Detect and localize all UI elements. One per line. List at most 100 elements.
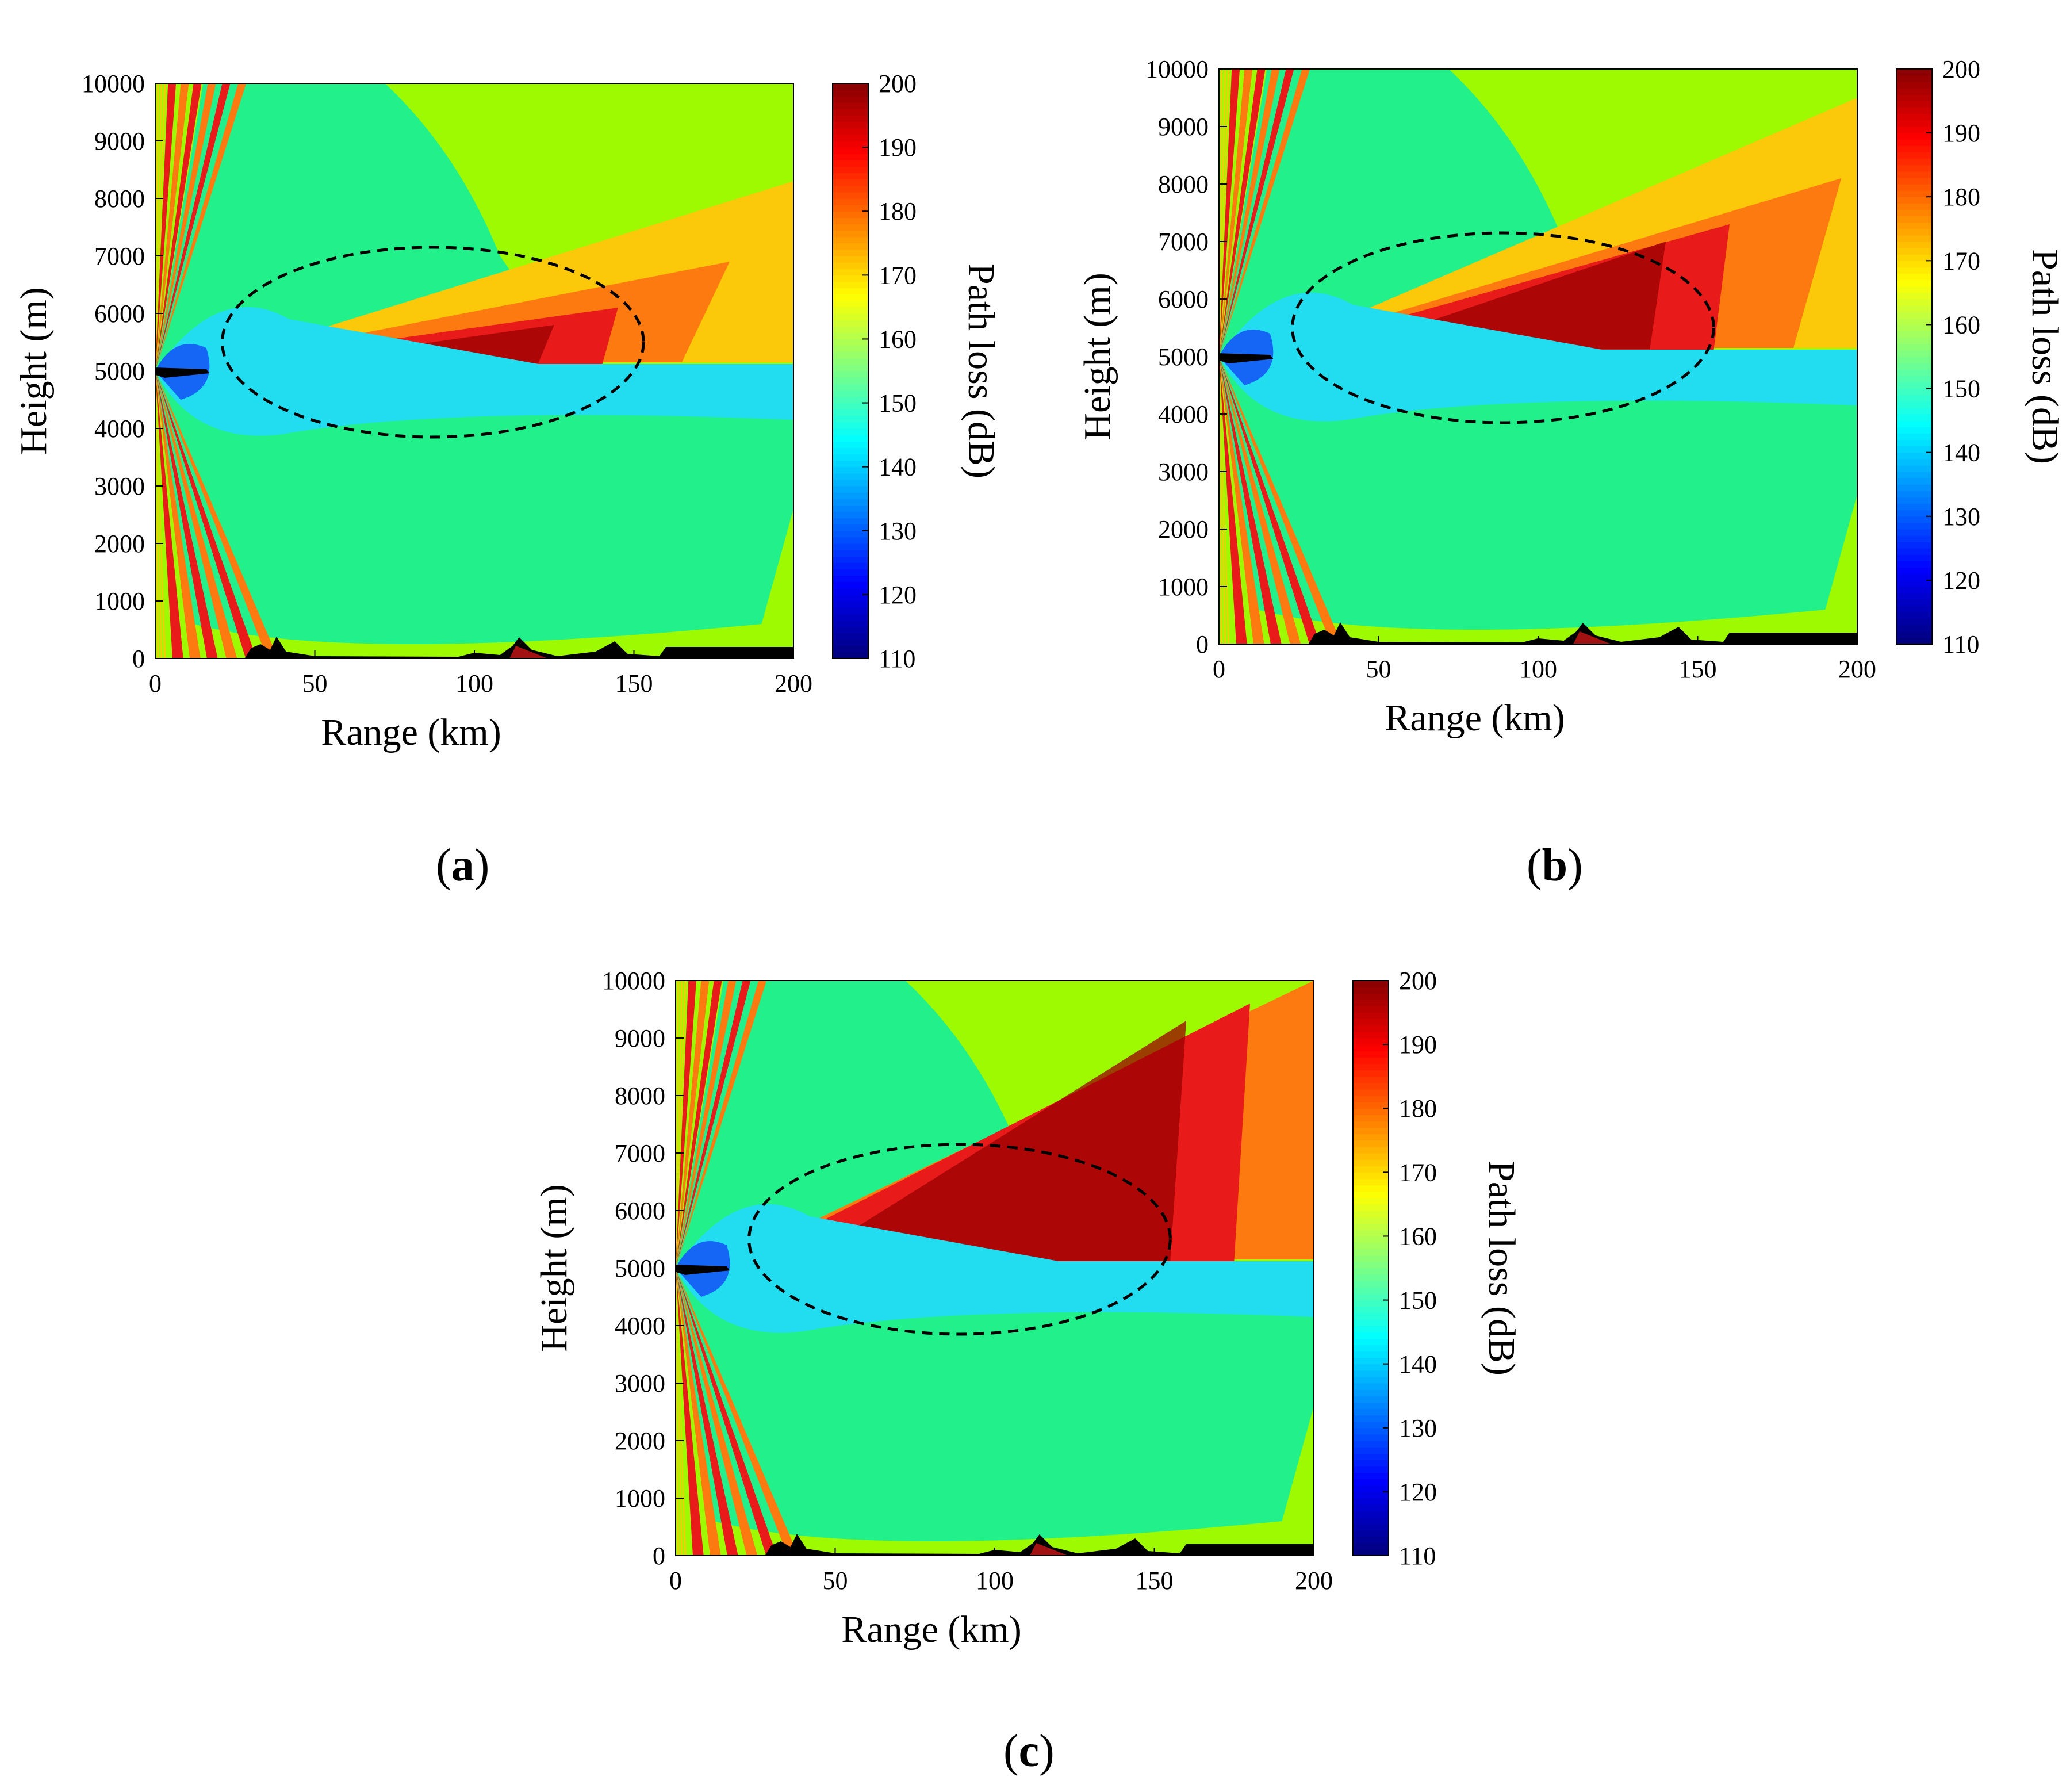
colorbar-swatch <box>833 211 868 218</box>
chart-panel-b: 0 50 100 150 200 0 1000 2000 3000 4000 5000 6000 700… <box>1064 43 2070 762</box>
colorbar-swatch <box>1896 242 1932 248</box>
colorbar-swatch <box>1353 1421 1389 1429</box>
colorbar-swatch <box>1353 1281 1389 1288</box>
colorbar-swatch <box>833 524 868 531</box>
colorbar-swatch <box>1353 1230 1389 1237</box>
x-tick-label: 150 <box>1136 1567 1174 1595</box>
colorbar-swatch <box>833 313 868 320</box>
colorbar-swatch <box>1896 388 1932 396</box>
lower-stripe <box>1219 357 1342 644</box>
colorbar-swatch <box>1353 1261 1389 1269</box>
colorbar-swatch <box>1896 279 1932 287</box>
highlight-ellipse <box>221 246 645 439</box>
near-cyan-region <box>1219 292 1857 422</box>
colorbar-swatch <box>833 384 868 390</box>
lower-stripe <box>676 1268 758 1556</box>
colorbar-swatch <box>1896 510 1932 517</box>
colorbar-tick-label: 180 <box>879 197 917 225</box>
source-platform <box>676 1265 730 1275</box>
colorbar-swatch <box>1896 529 1932 536</box>
colorbar-swatch <box>1896 145 1932 153</box>
colorbar-swatch <box>1353 1453 1389 1460</box>
colorbar-swatch <box>1896 446 1932 453</box>
y-tick-label: 7000 <box>94 242 145 270</box>
colorbar-swatch <box>833 626 868 634</box>
colorbar-swatch <box>833 403 868 410</box>
colorbar-swatch <box>1353 1274 1389 1281</box>
near-cyan-region <box>676 1204 1314 1333</box>
colorbar-swatch <box>1353 1197 1389 1205</box>
colorbar-swatch <box>833 185 868 193</box>
y-tick-label: 3000 <box>94 472 145 500</box>
colorbar-swatch <box>1896 273 1932 281</box>
colorbar-swatch <box>1353 1108 1389 1115</box>
lower-stripe <box>676 1268 687 1556</box>
lower-lobe <box>676 1268 1314 1541</box>
colorbar-swatch <box>833 83 868 90</box>
colorbar-swatch <box>1896 587 1932 593</box>
colorbar-tick-label: 110 <box>879 645 915 673</box>
colorbar-swatch <box>1353 1427 1389 1435</box>
colorbar-tick-label: 130 <box>879 517 917 545</box>
colorbar-swatch <box>833 243 868 250</box>
colorbar-swatch <box>1353 1376 1389 1384</box>
y-tick-label: 9000 <box>94 127 145 155</box>
colorbar-swatch <box>1353 1217 1389 1224</box>
colorbar-swatch <box>1896 261 1932 268</box>
colorbar-swatch <box>1353 1249 1389 1256</box>
colorbar-swatch <box>1353 1236 1389 1243</box>
colorbar-swatch <box>1896 542 1932 549</box>
colorbar-swatch <box>1896 484 1932 491</box>
colorbar-swatch <box>833 192 868 199</box>
chart-panel-a: 0 50 100 150 200 0 1000 2000 3000 4000 5000 6000 700… <box>0 58 1035 776</box>
x-tick-label: 0 <box>149 669 162 698</box>
colorbar-swatch <box>1353 1204 1389 1211</box>
colorbar-swatch <box>1353 1332 1389 1339</box>
y-tick-label: 10000 <box>82 70 145 98</box>
lower-stripe <box>1219 357 1247 644</box>
colorbar-swatch <box>833 492 868 499</box>
colorbar-swatch <box>833 396 868 404</box>
colorbar-swatch <box>1353 1255 1389 1262</box>
colorbar-swatch <box>1896 267 1932 274</box>
colorbar-swatch <box>1353 1070 1389 1077</box>
colorbar-swatch <box>1896 209 1932 217</box>
colorbar-swatch <box>1896 190 1932 197</box>
colorbar-swatch <box>1353 1006 1389 1013</box>
colorbar-swatch <box>1353 1268 1389 1275</box>
colorbar-swatch <box>1896 235 1932 242</box>
upper-stripe <box>155 83 177 371</box>
colorbar-swatch <box>1896 113 1932 121</box>
colorbar-swatch <box>1353 1076 1389 1083</box>
colorbar-swatch <box>1353 1178 1389 1186</box>
colorbar-swatch <box>1896 414 1932 421</box>
colorbar-swatch <box>833 154 868 160</box>
colorbar-swatch <box>1896 522 1932 530</box>
colorbar-swatch <box>1353 1063 1389 1071</box>
colorbar-swatch <box>1896 369 1932 376</box>
upper-stripe <box>676 981 767 1268</box>
colorbar-tick-label: 160 <box>1399 1222 1437 1250</box>
colorbar-swatch <box>833 230 868 238</box>
colorbar-swatch <box>833 505 868 512</box>
y-tick-label: 3000 <box>1158 458 1209 486</box>
y-tick-label: 6000 <box>615 1197 665 1225</box>
plot-area <box>155 83 793 658</box>
colorbar-swatch <box>1896 133 1932 140</box>
colorbar-swatch <box>833 473 868 480</box>
upper-stripe <box>1219 69 1310 357</box>
colorbar-swatch <box>1896 350 1932 357</box>
y-tick-label: 6000 <box>94 300 145 328</box>
colorbar-swatch <box>1353 987 1389 994</box>
highlight-ellipse <box>1291 231 1715 424</box>
plot-area <box>1219 69 1857 644</box>
colorbar-swatch <box>1353 1345 1389 1352</box>
colorbar-frame <box>832 83 869 659</box>
colorbar-frame <box>1896 68 1933 645</box>
colorbar-swatch <box>833 339 868 346</box>
colorbar-swatch <box>1896 612 1932 619</box>
colorbar-swatch <box>1353 1159 1389 1166</box>
y-tick-label: 4000 <box>94 415 145 443</box>
y-axis-label: Height (m) <box>533 1184 575 1351</box>
colorbar-swatch <box>1896 107 1932 114</box>
